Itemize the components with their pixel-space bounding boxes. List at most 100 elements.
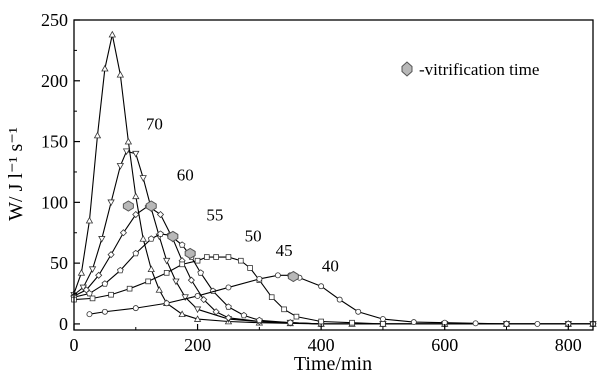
series-50: 50 [70,226,597,327]
plot-frame [73,19,594,331]
data-point [380,321,386,327]
data-point [197,269,204,276]
data-point [225,303,232,310]
data-point [286,319,294,326]
data-point [318,283,325,290]
data-point [193,315,202,322]
y-tick-label: 50 [50,253,68,273]
data-point [156,210,165,219]
data-point [101,64,109,72]
data-point [181,294,189,302]
data-point [126,285,133,292]
data-point [163,270,170,276]
data-point [77,269,86,276]
series-label: 40 [322,257,339,276]
data-point [274,272,281,279]
data-point [256,316,263,324]
data-point [349,319,355,326]
data-point [178,310,186,317]
data-point [132,150,140,158]
data-point [101,308,108,315]
x-tick-label: 800 [555,335,582,355]
data-point [139,234,147,242]
series-label: 55 [206,206,223,225]
data-point [147,235,155,242]
data-point [132,305,139,312]
data-point [224,314,233,322]
data-point [162,257,171,265]
data-point [124,137,133,145]
x-tick-label: 200 [184,335,211,355]
y-axis-title: W/ J l⁻¹ s⁻¹ [5,127,27,221]
data-point [101,280,109,287]
data-point [213,254,219,260]
data-point [132,210,140,219]
data-point [293,313,300,320]
data-point [117,266,124,274]
series-45: 45 [71,241,596,327]
data-point [108,30,116,38]
data-point [86,290,93,297]
x-tick-label: 400 [308,335,335,355]
data-point [240,311,248,319]
data-point [132,249,140,257]
y-tick-label: 250 [41,10,68,30]
data-point [107,199,115,207]
data-point [318,318,324,325]
data-point [187,276,195,284]
data-point [145,278,151,285]
data-point [178,241,186,248]
y-tick-label: 150 [41,132,68,152]
vitrification-point [145,200,157,212]
data-point [247,265,253,271]
data-point [147,265,155,273]
data-point [212,308,220,316]
data-point [204,254,210,260]
data-point [108,291,114,298]
data-point [225,254,232,260]
series-40: 40 [86,257,596,327]
data-point [336,296,343,303]
legend-marker-icon [401,61,413,77]
legend: -vitrification time [401,60,539,79]
data-point [155,286,163,293]
y-tick-label: 200 [41,71,68,91]
data-point [139,175,147,182]
data-point [116,70,125,78]
data-point [410,319,417,326]
data-point [88,266,97,274]
vitrification-point [287,270,299,283]
vitrification-point [122,200,134,212]
data-point [122,148,131,156]
data-point [157,230,164,237]
data-point [238,257,244,264]
x-tick-label: 0 [70,335,79,355]
data-point [116,163,125,170]
data-point [163,300,170,307]
data-point [534,320,541,327]
data-point [281,306,287,313]
data-point [472,320,479,327]
series-label: 70 [146,114,163,133]
data-point [355,308,362,315]
legend-label: -vitrification time [419,60,539,79]
y-tick-label: 0 [59,314,68,334]
series-label: 50 [245,226,262,245]
data-point [79,284,87,292]
data-point [132,192,140,200]
data-point [194,293,201,299]
data-point [119,229,127,237]
vitrification-point [184,247,196,259]
data-layer: 70 60 55 50 45 40 [70,30,597,328]
data-point [89,295,96,302]
data-point [179,261,185,268]
data-point [256,275,263,282]
data-point [194,257,201,264]
series-line [73,233,593,325]
data-point [107,251,115,259]
data-point [268,294,275,300]
data-point [98,236,106,243]
data-point [200,296,208,304]
x-tick-label: 600 [431,335,458,355]
